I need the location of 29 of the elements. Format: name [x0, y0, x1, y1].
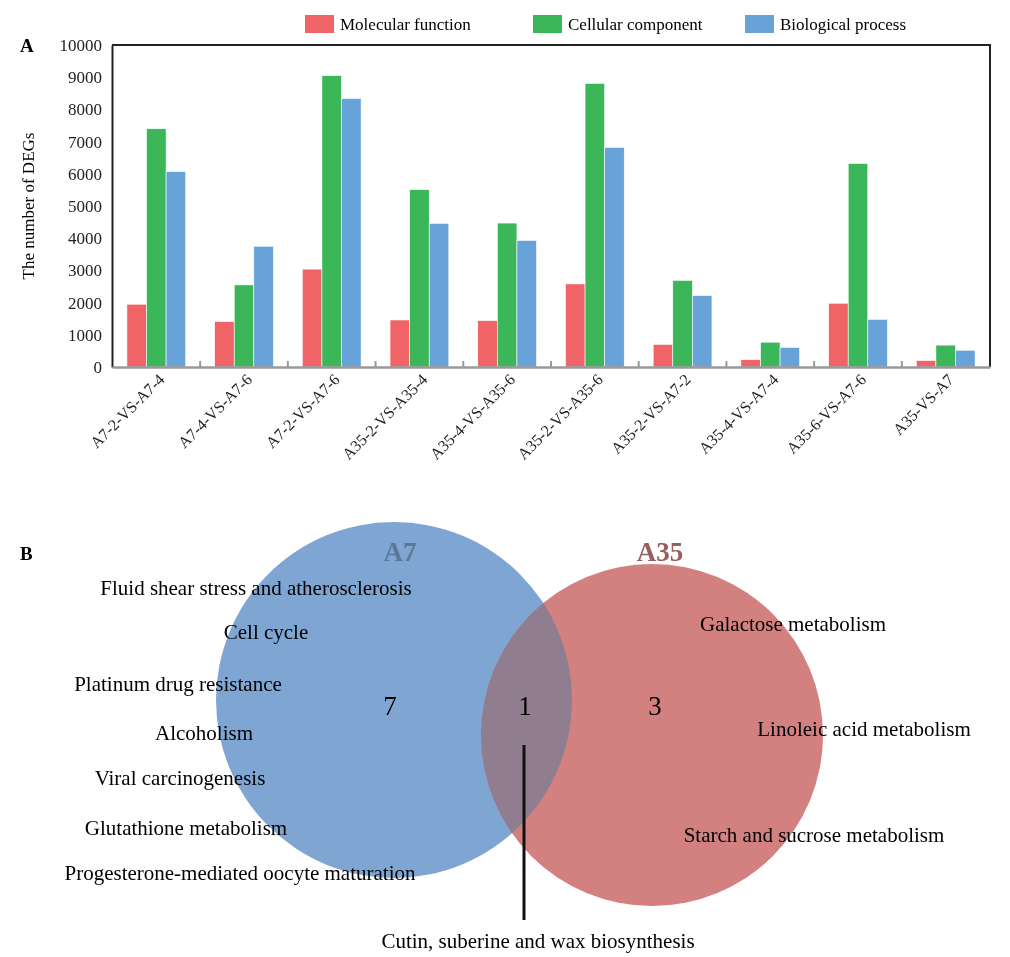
y-tick-label: 4000 [68, 229, 102, 249]
legend-label: Molecular function [340, 15, 472, 34]
chart-title: A [20, 35, 34, 56]
legend-label: Cellular component [568, 15, 703, 34]
text: B [20, 543, 33, 564]
y-tick-label: 2000 [68, 293, 102, 313]
text: Galactose metabolism [699, 612, 887, 636]
y-tick-label: 0 [93, 357, 102, 377]
text: Starch and sucrose metabolism [683, 823, 945, 847]
text: Fluid shear stress and atherosclerosis [100, 576, 412, 600]
category-label: A35 [636, 537, 684, 567]
y-axis-title: The number of DEGs [19, 132, 38, 280]
data-label: 7 [383, 691, 397, 721]
text: Alcoholism [155, 721, 253, 745]
category-label: A7 [383, 537, 417, 567]
text: Viral carcinogenesis [94, 766, 266, 790]
y-tick-label: 1000 [68, 325, 102, 345]
y-tick-label: 5000 [68, 196, 102, 216]
y-tick-label: 8000 [68, 100, 102, 120]
text: Cutin, suberine and wax biosynthesis [381, 929, 695, 953]
y-tick-label: 7000 [68, 132, 102, 152]
text: Glutathione metabolism [84, 816, 288, 840]
y-tick-label: 6000 [68, 164, 102, 184]
y-tick-label: 10000 [59, 35, 102, 55]
data-label: 3 [648, 691, 662, 721]
y-tick-label: 3000 [68, 261, 102, 281]
legend-label: Biological process [780, 15, 907, 34]
y-tick-label: 9000 [68, 68, 102, 88]
text: 1 [518, 691, 532, 721]
